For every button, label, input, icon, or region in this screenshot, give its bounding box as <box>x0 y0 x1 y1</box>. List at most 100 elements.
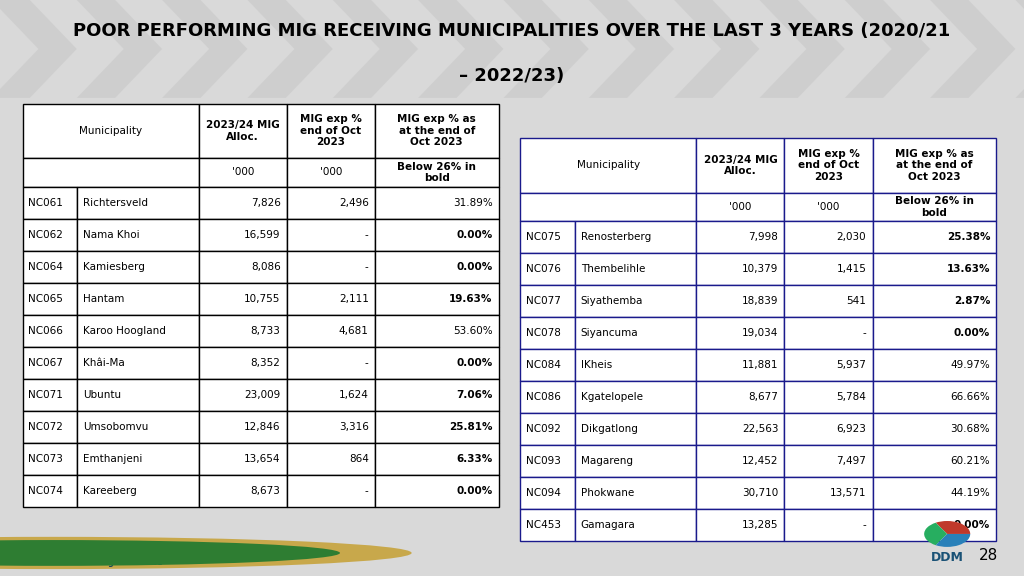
Bar <box>574 414 696 445</box>
Bar <box>784 138 872 192</box>
Bar <box>520 286 574 317</box>
Bar <box>287 283 375 315</box>
Bar <box>287 347 375 379</box>
Text: Siyancuma: Siyancuma <box>581 328 638 339</box>
Bar <box>287 158 375 187</box>
Bar <box>287 443 375 475</box>
Bar <box>784 317 872 350</box>
Bar <box>23 475 77 507</box>
Bar <box>520 317 574 350</box>
Polygon shape <box>248 0 333 98</box>
Text: 7.06%: 7.06% <box>456 390 493 400</box>
Text: NC453: NC453 <box>526 521 561 530</box>
Bar <box>199 104 287 158</box>
Bar <box>375 443 499 475</box>
Bar <box>696 414 784 445</box>
Text: 28: 28 <box>979 548 997 563</box>
Text: Phokwane: Phokwane <box>581 488 634 498</box>
Text: 4,681: 4,681 <box>339 326 369 336</box>
Text: Kamiesberg: Kamiesberg <box>83 262 144 272</box>
Text: governance: governance <box>108 558 163 567</box>
Bar <box>287 315 375 347</box>
Text: MIG exp %
end of Oct
2023: MIG exp % end of Oct 2023 <box>798 149 859 182</box>
Bar <box>696 138 784 192</box>
Text: -: - <box>365 230 369 240</box>
Bar <box>872 414 996 445</box>
Bar <box>784 445 872 478</box>
Text: cooperative: cooperative <box>108 541 164 551</box>
Text: 3,316: 3,316 <box>339 422 369 432</box>
Bar <box>520 350 574 381</box>
Bar <box>199 379 287 411</box>
Text: '000: '000 <box>729 202 752 212</box>
Text: MIG exp %
end of Oct
2023: MIG exp % end of Oct 2023 <box>300 114 361 147</box>
Bar <box>199 219 287 251</box>
Text: 30.68%: 30.68% <box>950 425 990 434</box>
Bar <box>696 253 784 286</box>
Text: 49.97%: 49.97% <box>950 361 990 370</box>
Text: NC092: NC092 <box>526 425 561 434</box>
Bar <box>872 445 996 478</box>
Bar <box>375 475 499 507</box>
Text: 22,563: 22,563 <box>741 425 778 434</box>
Bar <box>784 478 872 509</box>
Text: 66.66%: 66.66% <box>950 392 990 403</box>
Bar <box>520 509 574 541</box>
Bar <box>574 221 696 253</box>
Text: 10,755: 10,755 <box>245 294 281 304</box>
Bar <box>872 317 996 350</box>
Text: Kgatelopele: Kgatelopele <box>581 392 643 403</box>
Bar <box>375 158 499 187</box>
Text: DDM: DDM <box>931 551 964 564</box>
Text: 31.89%: 31.89% <box>453 198 493 208</box>
Text: 44.19%: 44.19% <box>950 488 990 498</box>
Bar <box>287 251 375 283</box>
Text: Richtersveld: Richtersveld <box>83 198 148 208</box>
Bar <box>23 347 77 379</box>
Wedge shape <box>924 523 947 545</box>
Text: 0.00%: 0.00% <box>954 328 990 339</box>
Bar <box>520 445 574 478</box>
Bar <box>520 192 696 221</box>
Bar <box>784 192 872 221</box>
Text: Khâi-Ma: Khâi-Ma <box>83 358 125 368</box>
Bar <box>375 411 499 443</box>
Text: NC071: NC071 <box>29 390 63 400</box>
Text: 0.00%: 0.00% <box>457 358 493 368</box>
Bar <box>77 187 199 219</box>
Text: 7,826: 7,826 <box>251 198 281 208</box>
Text: Ubuntu: Ubuntu <box>83 390 121 400</box>
Text: NC066: NC066 <box>29 326 63 336</box>
Bar <box>199 411 287 443</box>
Bar <box>77 315 199 347</box>
Bar <box>696 509 784 541</box>
Text: Municipality: Municipality <box>577 161 640 170</box>
Text: 8,352: 8,352 <box>251 358 281 368</box>
Text: 18,839: 18,839 <box>741 297 778 306</box>
Text: Magareng: Magareng <box>581 456 633 467</box>
Text: 2.87%: 2.87% <box>953 297 990 306</box>
Text: -: - <box>862 521 866 530</box>
Text: 23,009: 23,009 <box>245 390 281 400</box>
Text: '000: '000 <box>319 168 342 177</box>
Text: POOR PERFORMING MIG RECEIVING MUNICIPALITIES OVER THE LAST 3 YEARS (2020/21: POOR PERFORMING MIG RECEIVING MUNICIPALI… <box>74 22 950 40</box>
Text: Hantam: Hantam <box>83 294 124 304</box>
Polygon shape <box>845 0 930 98</box>
Bar <box>574 445 696 478</box>
Text: NC086: NC086 <box>526 392 561 403</box>
Bar <box>199 187 287 219</box>
Text: NC064: NC064 <box>29 262 63 272</box>
Bar <box>23 104 199 158</box>
Bar <box>696 381 784 414</box>
Bar <box>375 283 499 315</box>
Bar <box>872 253 996 286</box>
Bar <box>23 443 77 475</box>
Text: -: - <box>365 262 369 272</box>
Bar <box>375 379 499 411</box>
Text: NC084: NC084 <box>526 361 561 370</box>
Bar <box>872 509 996 541</box>
Text: 2,030: 2,030 <box>837 233 866 242</box>
Bar <box>23 219 77 251</box>
Bar <box>375 251 499 283</box>
Text: MIG exp % as
at the end of
Oct 2023: MIG exp % as at the end of Oct 2023 <box>397 114 476 147</box>
